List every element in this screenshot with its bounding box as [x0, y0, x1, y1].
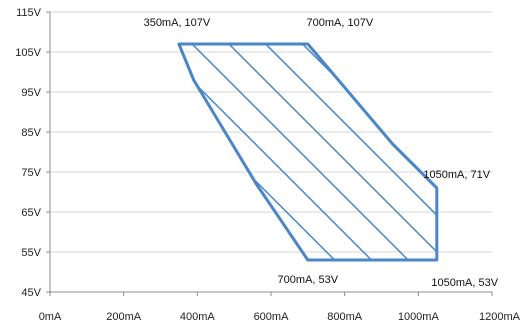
plot-area	[177, 42, 439, 262]
x-tick-label: 1000mA	[398, 311, 440, 323]
y-tick-label: 95V	[21, 87, 41, 99]
operating-region-outline	[177, 42, 439, 262]
operating-region-hatch	[178, 44, 437, 260]
point-annotation: 700mA, 107V	[307, 17, 374, 29]
annotations: 350mA, 107V 700mA, 107V 1050mA, 71V 700mA, …	[144, 17, 499, 289]
y-tick-label: 75V	[21, 167, 41, 179]
y-tick-label: 105V	[15, 47, 41, 59]
y-tick-label: 45V	[21, 287, 41, 299]
point-annotation: 350mA, 107V	[144, 17, 211, 29]
y-tick-label: 115V	[16, 7, 42, 19]
x-tick-label: 600mA	[254, 311, 290, 323]
x-tick-label: 1200mA	[479, 311, 521, 323]
x-axis-ticks: 0mA 200mA 400mA 600mA 800mA 1000mA 1200mA	[39, 292, 521, 323]
point-annotation: 700mA, 53V	[278, 274, 339, 286]
x-tick-label: 200mA	[106, 311, 142, 323]
y-axis-ticks: 45V 55V 65V 75V 85V 95V 105V 115V	[15, 7, 50, 299]
y-tick-label: 65V	[21, 207, 41, 219]
point-annotation: 1050mA, 71V	[423, 169, 490, 181]
y-tick-label: 55V	[21, 247, 41, 259]
x-tick-label: 400mA	[180, 311, 216, 323]
x-tick-label: 0mA	[39, 311, 62, 323]
x-tick-label: 800mA	[327, 311, 363, 323]
point-annotation: 1050mA, 53V	[431, 277, 498, 289]
y-tick-label: 85V	[21, 127, 41, 139]
